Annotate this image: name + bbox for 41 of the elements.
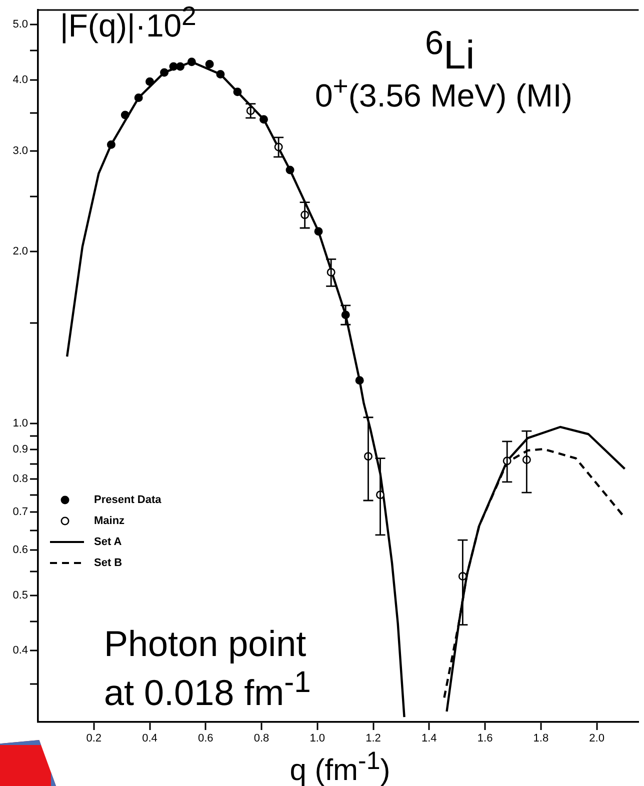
y-tick-label: 0.7 bbox=[12, 506, 28, 518]
y-tick-label: 0.6 bbox=[12, 544, 28, 556]
point bbox=[134, 94, 143, 102]
point bbox=[187, 58, 196, 66]
point bbox=[233, 88, 242, 96]
point bbox=[314, 227, 323, 236]
y-tick-label: 0.4 bbox=[12, 644, 28, 657]
y-tick-label: 5.0 bbox=[12, 18, 28, 30]
x-tick-label: 2.0 bbox=[589, 732, 604, 745]
annotation: Photon point at 0.018 fm$^{-1}$ bbox=[104, 622, 312, 714]
x-tick-label: 0.6 bbox=[198, 732, 214, 745]
point bbox=[120, 110, 130, 120]
point bbox=[146, 77, 154, 86]
point bbox=[260, 115, 268, 124]
point bbox=[205, 60, 214, 68]
point bbox=[160, 68, 169, 77]
y-tick-label: 3.0 bbox=[12, 145, 28, 158]
legend-label: Present Data bbox=[94, 494, 162, 506]
x-tick-label: 0.8 bbox=[254, 732, 270, 745]
point bbox=[216, 70, 225, 79]
x-axis-title: q (fm$^{-1}$) bbox=[288, 747, 392, 786]
y-tick-label: 0.8 bbox=[12, 472, 28, 485]
x-tick-label: 0.4 bbox=[142, 732, 158, 745]
point bbox=[355, 376, 364, 385]
x-tick-label: 1.8 bbox=[533, 732, 549, 745]
x-tick-label: 1.0 bbox=[310, 732, 326, 745]
y-tick-label: 0.9 bbox=[12, 444, 28, 456]
point bbox=[286, 166, 294, 174]
x-tick-label: 1.4 bbox=[422, 732, 437, 745]
point bbox=[106, 140, 116, 149]
x-tick-label: 1.6 bbox=[477, 732, 493, 745]
point bbox=[176, 62, 184, 71]
y-tick-label: 0.5 bbox=[12, 589, 28, 602]
y-tick-label: 4.0 bbox=[12, 74, 28, 86]
legend-label: Mainz bbox=[94, 515, 126, 528]
legend-label: Set B bbox=[94, 557, 122, 570]
y-tick-label: 2.0 bbox=[12, 246, 28, 258]
x-tick-label: 1.2 bbox=[366, 732, 381, 745]
legend-label: Set A bbox=[94, 536, 122, 548]
x-tick-label: 0.2 bbox=[86, 732, 102, 745]
y-tick-label: 1.0 bbox=[12, 418, 28, 430]
